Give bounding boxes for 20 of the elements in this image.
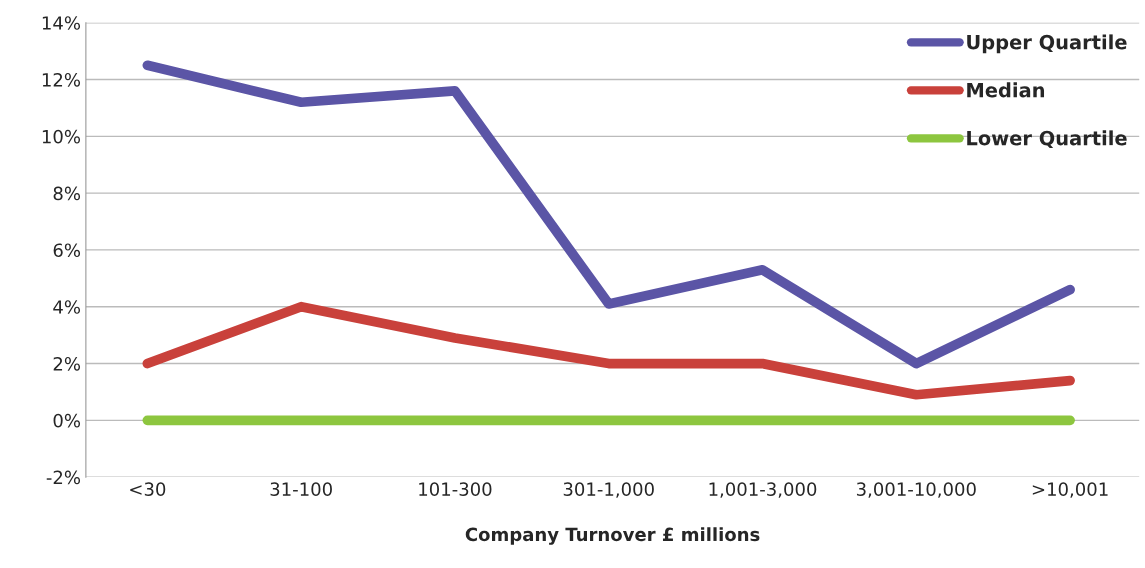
legend-label: Lower Quartile — [967, 130, 1127, 148]
x-tick-label: 1,001-3,000 — [709, 482, 817, 498]
y-tick-label: 14% — [42, 16, 81, 30]
y-tick-label: 0% — [53, 413, 81, 428]
x-tick-label: >10,001 — [1032, 482, 1108, 498]
legend-label: Upper Quartile — [967, 34, 1127, 54]
y-tick-label: 6% — [53, 243, 81, 258]
y-tick-label: -2% — [46, 470, 81, 485]
y-tick-label: 12% — [42, 72, 81, 87]
y-tick-label: 8% — [53, 186, 81, 201]
y-tick-label: 2% — [53, 356, 81, 371]
x-tick-label: 301-1,000 — [563, 482, 654, 498]
x-axis-title: Company Turnover £ millions — [465, 527, 760, 545]
x-tick-label: 101-300 — [419, 482, 492, 496]
x-tick-label: 3,001-10,000 — [856, 482, 976, 498]
legend-label: Median — [967, 82, 1045, 98]
x-tick-label: <30 — [130, 482, 166, 496]
y-tick-label: 4% — [53, 300, 81, 314]
y-tick-label: 10% — [42, 129, 81, 144]
x-tick-label: 31-100 — [270, 482, 332, 496]
